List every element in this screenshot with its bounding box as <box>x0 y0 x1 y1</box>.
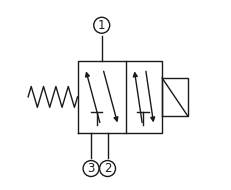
Text: 2: 2 <box>104 162 111 175</box>
Text: 3: 3 <box>87 162 95 175</box>
Text: 1: 1 <box>98 19 106 32</box>
